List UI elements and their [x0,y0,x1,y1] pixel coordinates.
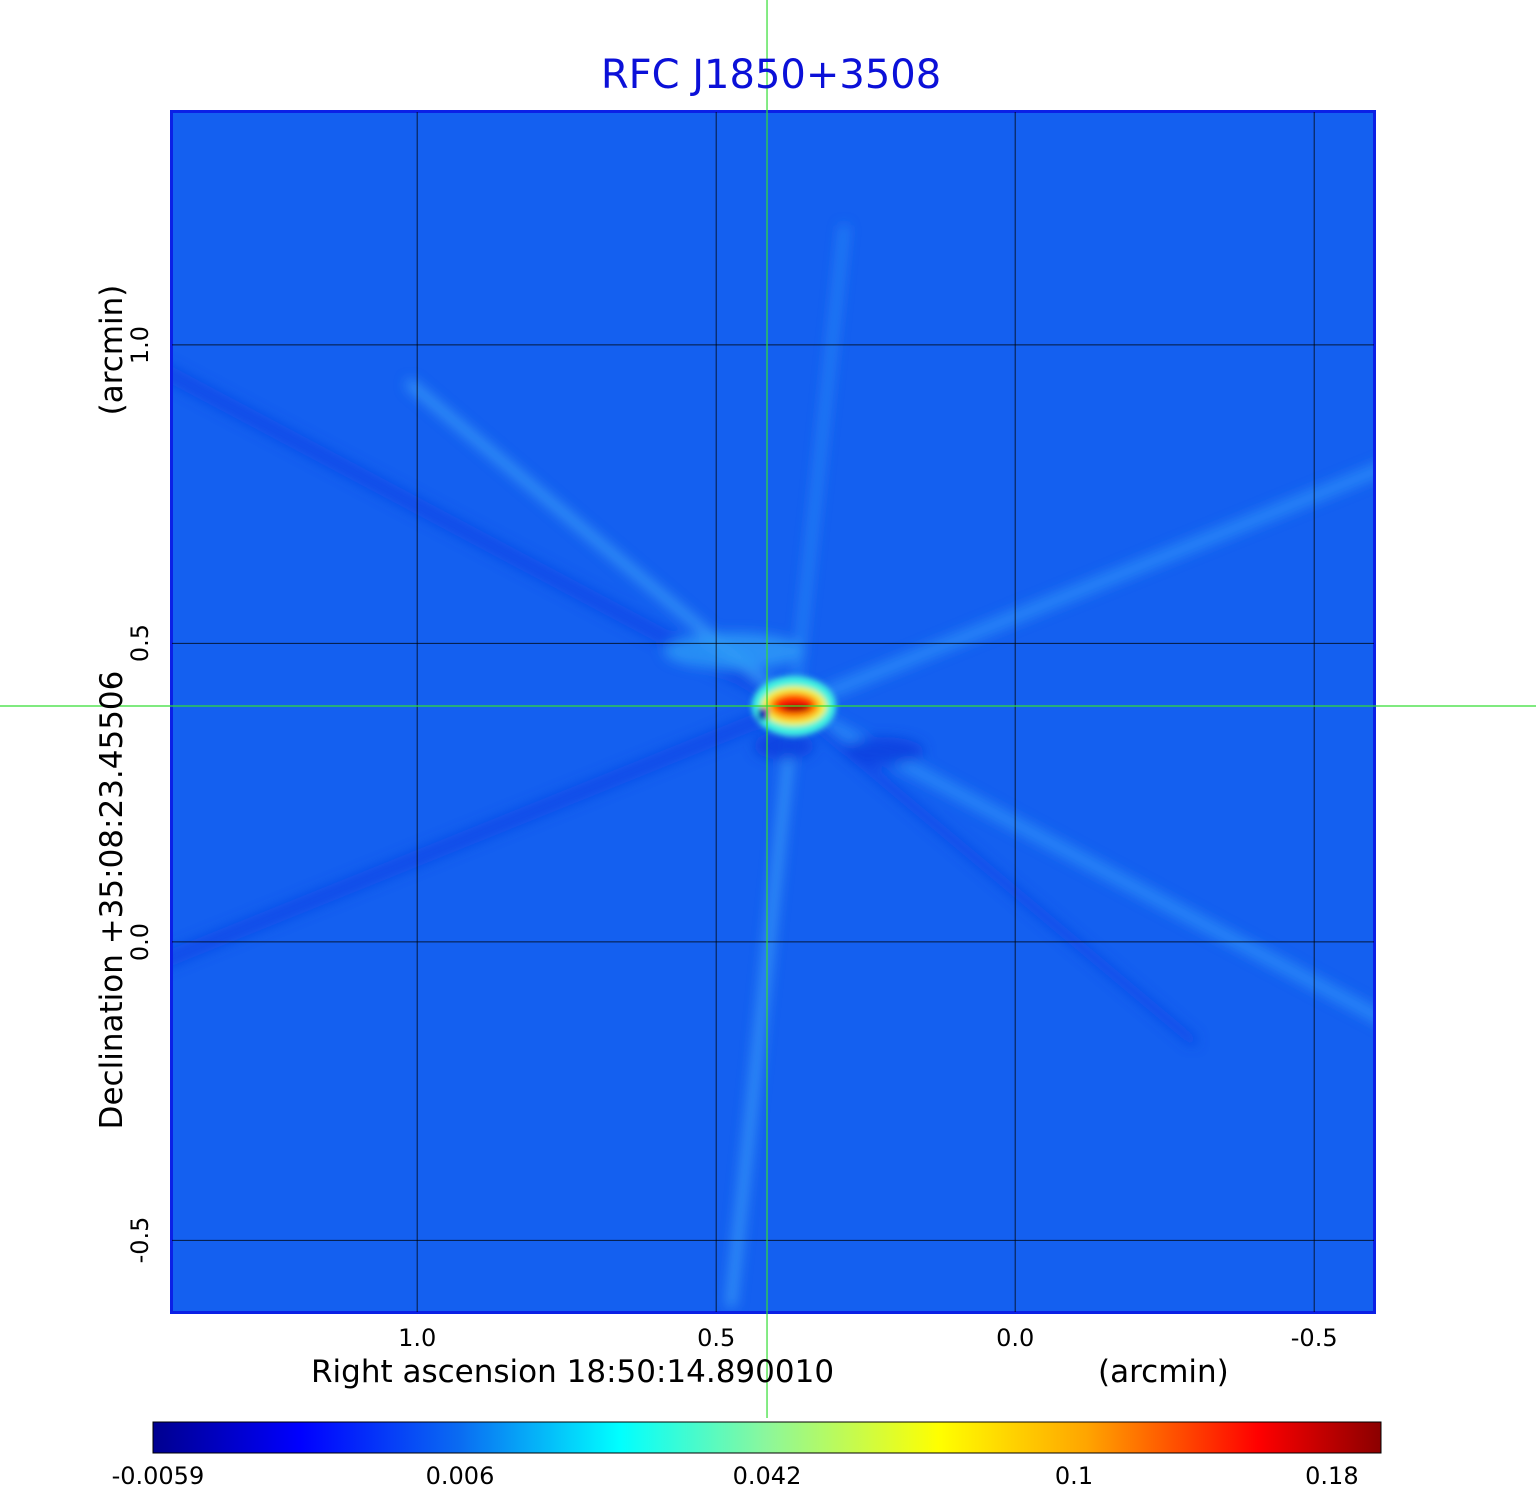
colorbar-tick-label: 0.006 [425,1462,495,1490]
colorbar-tick-label: 0.18 [1305,1462,1359,1490]
heatmap-image [172,112,1374,1312]
y-tick-label: 1.0 [126,325,154,364]
x-axis-label: Right ascension 18:50:14.890010 [311,1354,835,1390]
colorbar [152,1421,1382,1454]
x-axis-unit: (arcmin) [1098,1354,1229,1390]
colorbar-tick-label: -0.0059 [111,1462,205,1490]
coordinate-grid [172,112,1374,1312]
x-tick-label: -0.5 [1290,1324,1338,1352]
x-tick-label: 0.0 [996,1324,1035,1352]
y-tick-label: 0.5 [126,624,154,663]
crosshair [0,0,1536,1418]
plot-frame [170,110,1376,1314]
chart-title: RFC J1850+3508 [600,52,942,98]
y-axis-unit: (arcmin) [94,284,130,416]
y-tick-label: 0.0 [126,922,154,961]
x-tick-label: 0.5 [697,1324,736,1352]
y-axis-label: Declination +35:08:23.45506 [94,670,130,1130]
x-tick-label: 1.0 [398,1324,437,1352]
y-tick-label: -0.5 [126,1216,154,1264]
colorbar-tick-label: 0.042 [732,1462,802,1490]
colorbar-tick-label: 0.1 [1054,1462,1094,1490]
